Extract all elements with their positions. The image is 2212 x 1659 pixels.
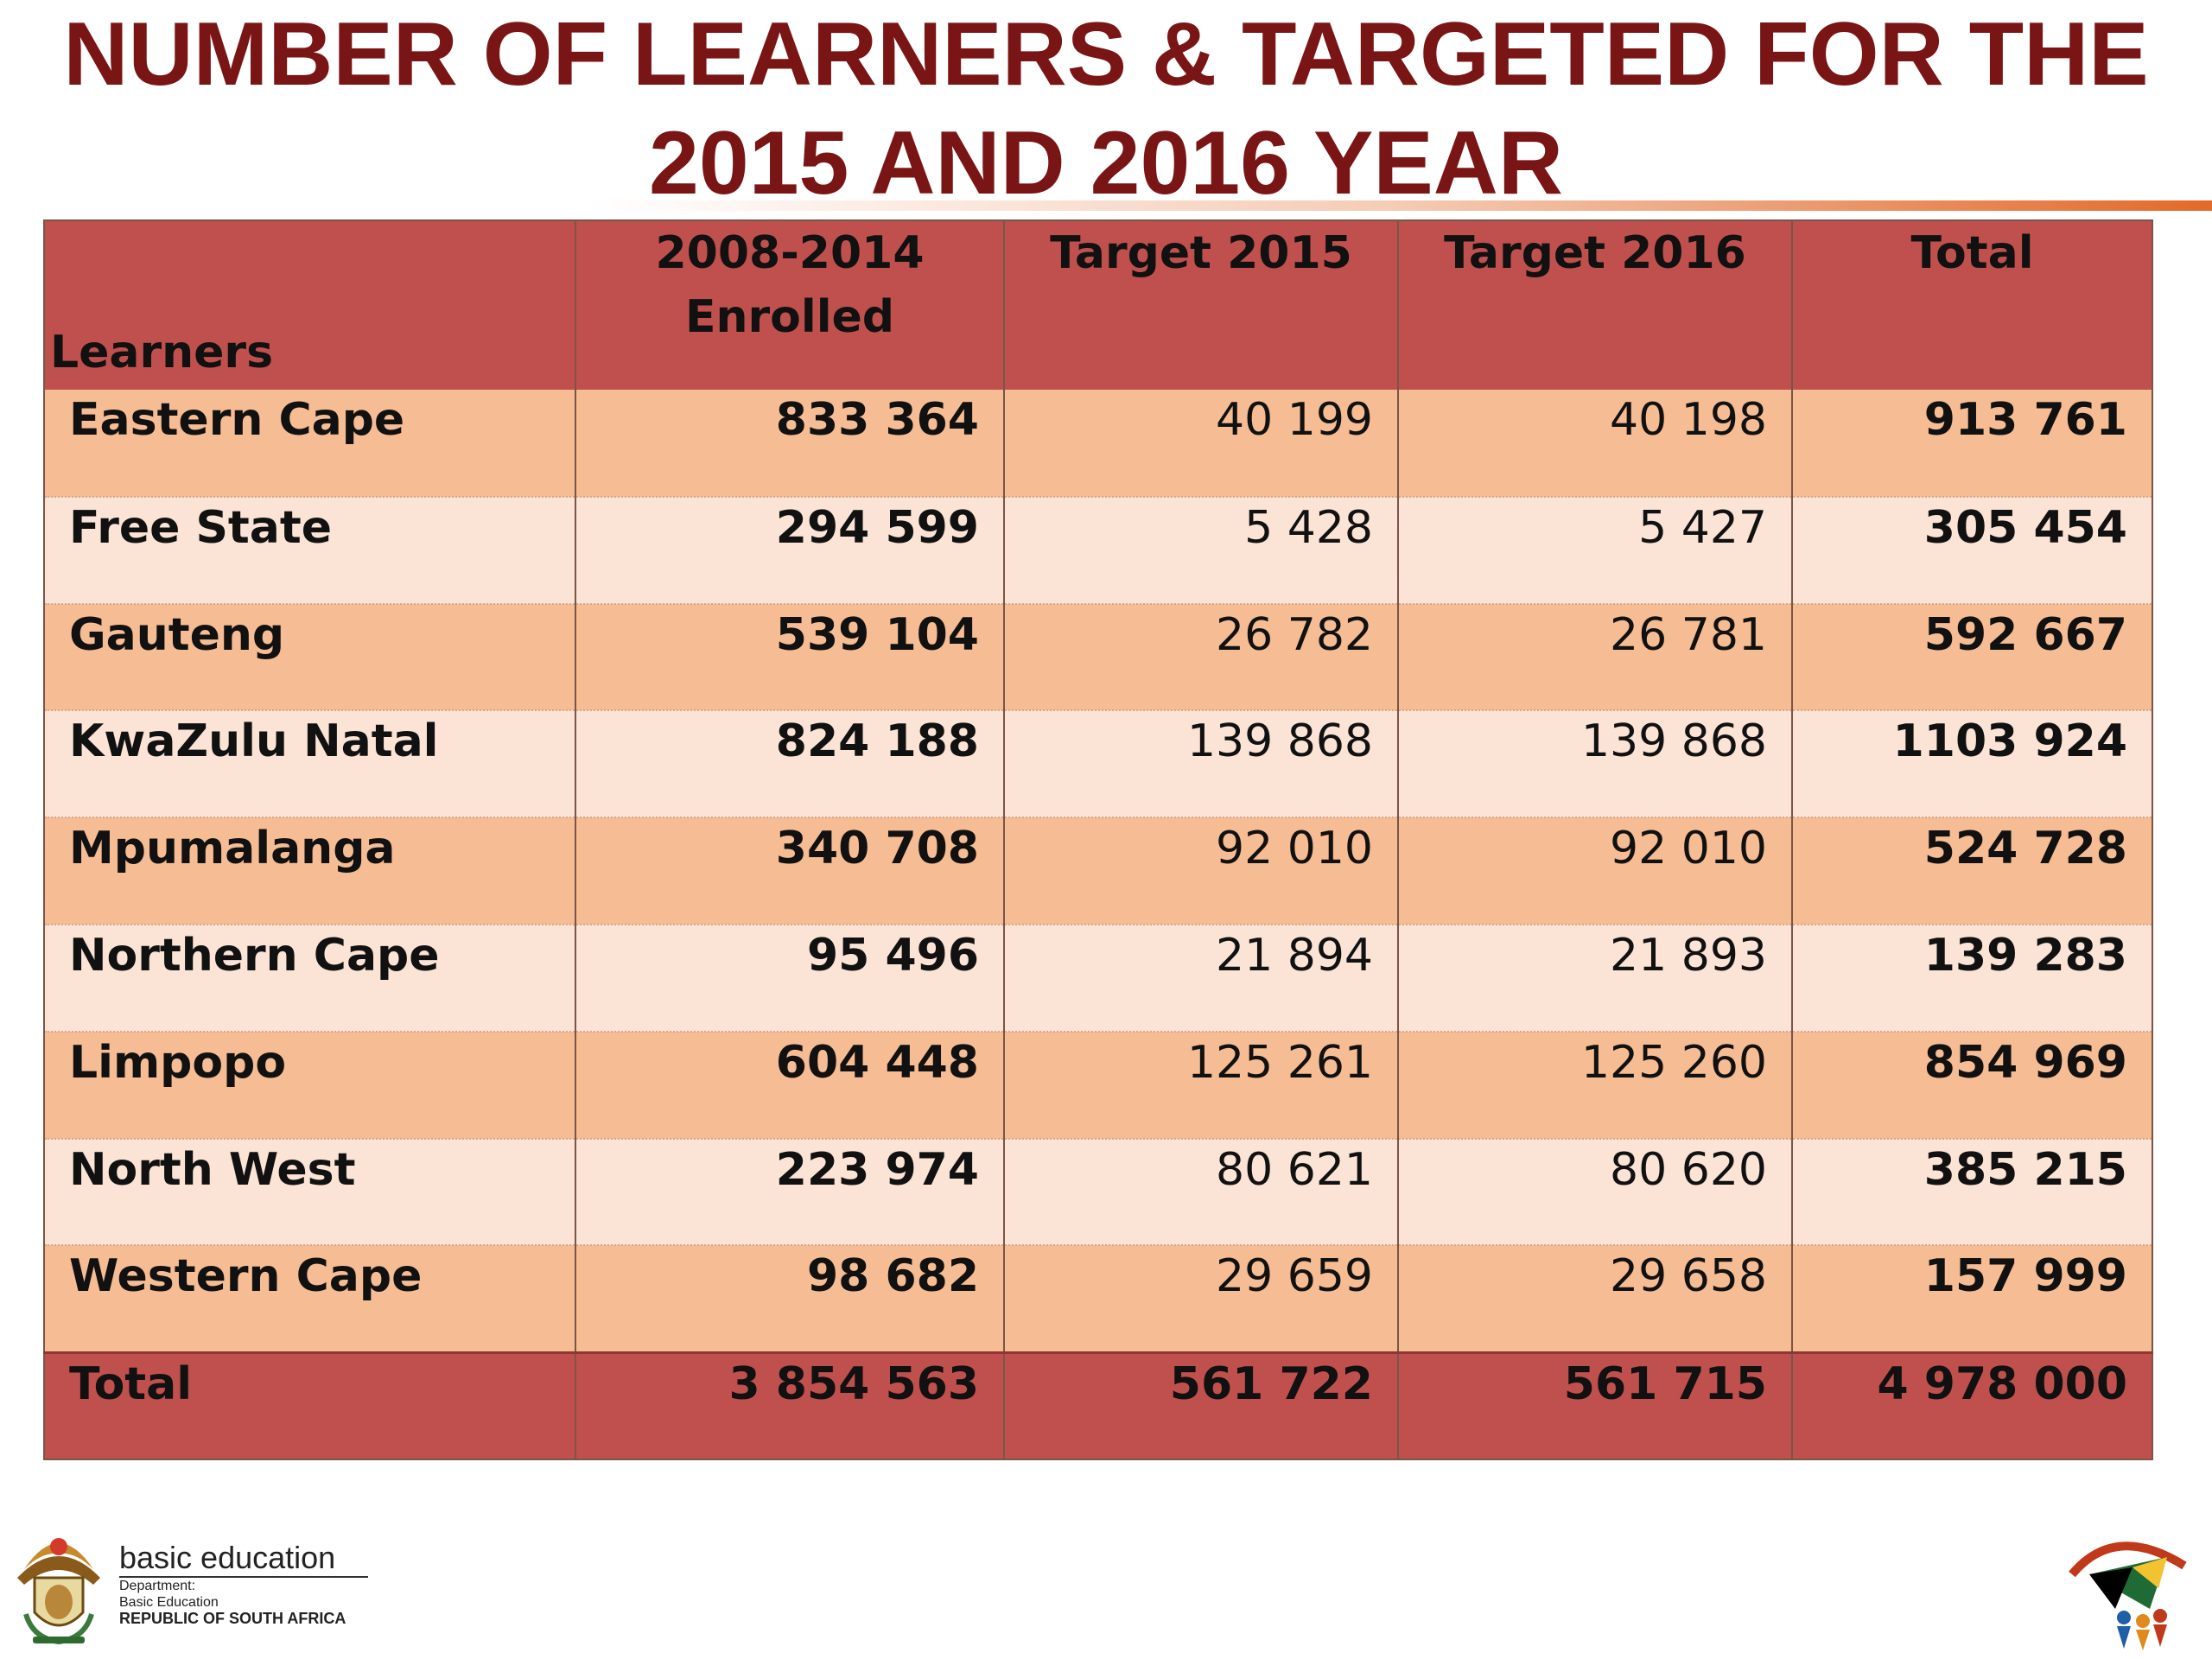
table-row: KwaZulu Natal 824 188 139 868 139 868 11… [43,710,2153,819]
enrolled-cell: 223 974 [575,1138,1005,1247]
total-target-2016-cell: 561 715 [1397,1351,1793,1460]
header-target-2015: Target 2015 [1003,219,1399,390]
header-target-2016: Target 2016 [1397,219,1793,390]
title-line-1: NUMBER OF LEARNERS & TARGETED FOR THE [63,4,2149,105]
target-2015-cell: 80 621 [1003,1138,1399,1247]
20-years-of-freedom-icon [2069,1541,2187,1650]
total-cell: 592 667 [1791,603,2153,712]
total-target-2015-cell: 561 722 [1003,1351,1399,1460]
table-row: Western Cape 98 682 29 659 29 658 157 99… [43,1245,2153,1354]
target-2016-cell: 139 868 [1397,710,1793,819]
department-branding: basic education Department: Basic Educat… [119,1540,369,1627]
total-cell: 854 969 [1791,1031,2153,1140]
enrolled-cell: 95 496 [575,924,1005,1033]
province-cell: Mpumalanga [43,817,576,925]
title-accent-rule [588,200,2212,211]
enrolled-cell: 539 104 [575,603,1005,712]
province-cell: KwaZulu Natal [43,710,576,819]
table-header-row: Learners 2008-2014 Enrolled Target 2015 … [43,219,2153,390]
table-row: Mpumalanga 340 708 92 010 92 010 524 728 [43,817,2153,925]
table-row: Free State 294 599 5 428 5 427 305 454 [43,496,2153,605]
target-2015-cell: 26 782 [1003,603,1399,712]
department-line-3: REPUBLIC OF SOUTH AFRICA [119,1610,346,1627]
province-cell: Limpopo [43,1031,576,1140]
total-cell: 385 215 [1791,1138,2153,1247]
table-row: Gauteng 539 104 26 782 26 781 592 667 [43,603,2153,712]
target-2015-cell: 139 868 [1003,710,1399,819]
province-cell: Gauteng [43,603,576,712]
grand-total-cell: 4 978 000 [1791,1351,2153,1460]
province-cell: Free State [43,496,576,605]
enrolled-cell: 604 448 [575,1031,1005,1140]
page-title: NUMBER OF LEARNERS & TARGETED FOR THE 20… [0,0,2212,218]
enrolled-cell: 340 708 [575,817,1005,925]
enrolled-cell: 833 364 [575,390,1005,498]
target-2016-cell: 26 781 [1397,603,1793,712]
target-2015-cell: 5 428 [1003,496,1399,605]
table-row: Eastern Cape 833 364 40 199 40 198 913 7… [43,390,2153,498]
target-2016-cell: 21 893 [1397,924,1793,1033]
province-cell: Northern Cape [43,924,576,1033]
target-2015-cell: 125 261 [1003,1031,1399,1140]
header-total: Total [1791,219,2153,390]
target-2015-cell: 40 199 [1003,390,1399,498]
target-2016-cell: 92 010 [1397,817,1793,925]
header-enrolled-years: 2008-2014 [655,227,925,279]
target-2015-cell: 29 659 [1003,1245,1399,1354]
enrolled-cell: 98 682 [575,1245,1005,1354]
total-cell: 524 728 [1791,817,2153,925]
department-line-1: Department: [119,1579,196,1593]
target-2016-cell: 29 658 [1397,1245,1793,1354]
department-line-2: Basic Education [119,1595,219,1610]
table-total-row: Total 3 854 563 561 722 561 715 4 978 00… [43,1351,2153,1460]
table-row: Northern Cape 95 496 21 894 21 893 139 2… [43,924,2153,1033]
total-cell: 305 454 [1791,496,2153,605]
enrolled-cell: 294 599 [575,496,1005,605]
province-cell: North West [43,1138,576,1247]
total-cell: 1103 924 [1791,710,2153,819]
coat-of-arms-icon [17,1538,100,1645]
brand-name: basic education [119,1540,369,1578]
header-enrolled-label: Enrolled [684,291,895,343]
header-enrolled: 2008-2014 Enrolled [575,219,1005,390]
header-learners: Learners [43,219,576,390]
total-label-cell: Total [43,1351,576,1460]
target-2015-cell: 92 010 [1003,817,1399,925]
target-2016-cell: 5 427 [1397,496,1793,605]
total-enrolled-cell: 3 854 563 [575,1351,1005,1460]
province-cell: Eastern Cape [43,390,576,498]
province-cell: Western Cape [43,1245,576,1354]
total-cell: 157 999 [1791,1245,2153,1354]
learners-table: Learners 2008-2014 Enrolled Target 2015 … [43,219,2153,1460]
title-line-2: 2015 AND 2016 YEAR [649,113,1563,213]
target-2016-cell: 125 260 [1397,1031,1793,1140]
target-2015-cell: 21 894 [1003,924,1399,1033]
total-cell: 913 761 [1791,390,2153,498]
target-2016-cell: 80 620 [1397,1138,1793,1247]
table-row: North West 223 974 80 621 80 620 385 215 [43,1138,2153,1247]
table-row: Limpopo 604 448 125 261 125 260 854 969 [43,1031,2153,1140]
target-2016-cell: 40 198 [1397,390,1793,498]
total-cell: 139 283 [1791,924,2153,1033]
enrolled-cell: 824 188 [575,710,1005,819]
